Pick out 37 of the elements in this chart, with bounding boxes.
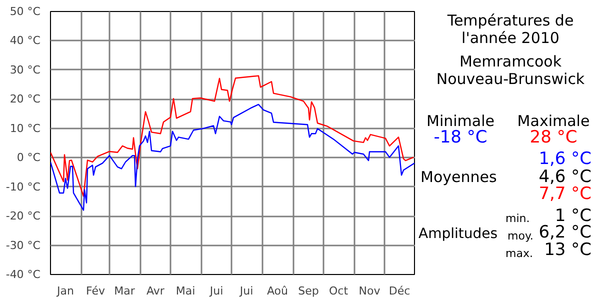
x-tick-label: Fév — [86, 284, 106, 298]
x-tick-label: Oct — [328, 284, 349, 298]
y-tick-label: 50 °C — [10, 5, 41, 18]
text: Minimale — [426, 112, 494, 130]
y-tick-label: 30 °C — [10, 63, 41, 76]
line-series — [50, 104, 415, 211]
text: Moyennes — [420, 168, 497, 186]
x-tick-label: Sep — [298, 284, 319, 298]
text: moy. — [508, 229, 534, 242]
x-tick-label: Mar — [114, 284, 136, 298]
x-tick-label: Avr — [146, 284, 165, 298]
x-tick-label: Jui — [208, 284, 224, 298]
text: -18 °C — [434, 128, 488, 148]
y-tick-label: 40 °C — [10, 34, 41, 48]
x-tick-label: Nov — [358, 284, 381, 298]
y-tick-label: -30 °C — [6, 238, 41, 252]
y-tick-label: 0 °C — [16, 151, 41, 164]
text: min. — [506, 212, 530, 225]
x-tick-label: Déc — [388, 284, 410, 298]
x-tick-label: Aoû — [266, 284, 288, 298]
x-tick-label: Mai — [176, 284, 196, 298]
line-series — [50, 75, 414, 197]
x-tick-label: Jan — [56, 284, 74, 298]
x-tick-label: Jui — [238, 284, 254, 298]
y-tick-label: -40 °C — [6, 268, 41, 281]
text: max. — [506, 246, 533, 260]
text: Memramcook Nouveau-Brunswick — [436, 52, 585, 88]
y-tick-label: -10 °C — [6, 180, 41, 194]
y-tick-label: -20 °C — [6, 210, 41, 223]
text: Maximale — [517, 112, 590, 130]
text: Amplitudes — [418, 226, 498, 242]
y-tick-label: 20 °C — [10, 92, 41, 106]
y-tick-label: 10 °C — [10, 122, 41, 135]
text: 1,6 °C — [538, 148, 592, 169]
text: 28 °C — [530, 128, 578, 148]
text: 13 °C — [544, 240, 592, 260]
text: Températures de l'année 2010 — [446, 11, 574, 47]
